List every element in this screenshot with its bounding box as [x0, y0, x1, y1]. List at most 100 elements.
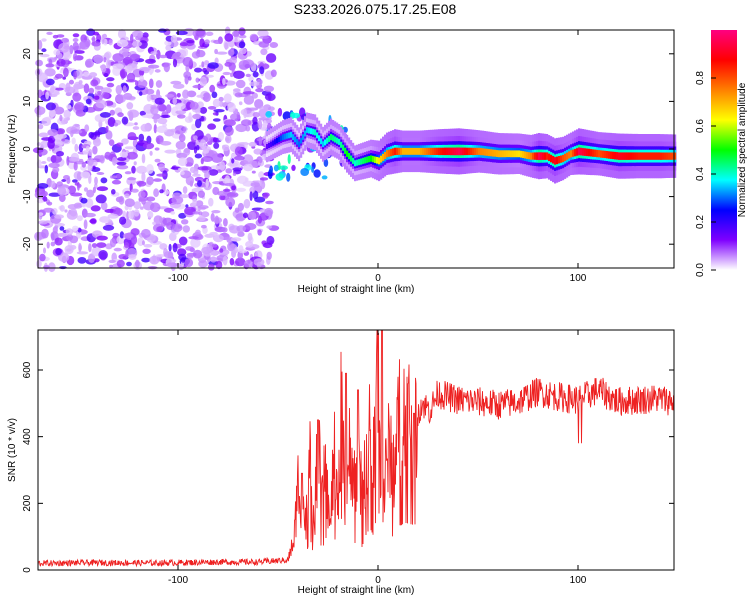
spectrogram-ridge-cell [300, 137, 303, 144]
spectrogram-noise-blob [238, 34, 247, 39]
spectrogram-noise-blob [109, 238, 117, 248]
spectrogram-noise-blob [127, 132, 137, 141]
spectrogram-noise-blob [142, 240, 145, 246]
spectrogram-noise-blob [36, 260, 42, 268]
spectrogram-noise-blob [199, 76, 207, 87]
spectrogram-noise-blob [52, 166, 60, 173]
spectrogram-noise-blob [41, 228, 49, 239]
spectrogram-ridge-cell [558, 156, 561, 164]
spectrogram-ridge-cell [654, 152, 657, 160]
spectrogram-noise-blob [156, 226, 163, 232]
spectrogram-noise-blob [157, 117, 168, 125]
spectrogram-noise-blob [246, 107, 259, 111]
spectrogram-noise-blob [87, 157, 94, 166]
spectrogram-noise-blob [178, 133, 186, 142]
spectrogram-ridge-cell [274, 139, 277, 145]
spectrogram-noise-blob [122, 85, 127, 94]
spectrogram-ridge-cell [356, 159, 359, 166]
spectrogram-ridge-cell [370, 155, 373, 162]
spectrogram-noise-blob [143, 244, 153, 248]
spectrogram-noise-blob [175, 102, 186, 111]
spectrogram-noise-blob [59, 226, 65, 231]
spectrogram-noise-blob [201, 61, 205, 68]
spectrogram-noise-blob [177, 114, 186, 119]
spectrogram-noise-blob [199, 38, 205, 48]
spectrogram-noise-blob [131, 41, 142, 47]
spectrogram-noise-blob [238, 245, 244, 254]
spectrogram-noise-blob [253, 148, 262, 155]
spectrogram-ridge-cell [580, 147, 583, 156]
spectrogram-noise-blob [171, 195, 184, 205]
spectrogram-noise-blob [149, 150, 153, 156]
spectrogram-ridge-cell [318, 135, 321, 142]
spectrogram-noise-blob [72, 92, 82, 102]
spectrogram-noise-blob [177, 157, 188, 167]
spectrogram-noise-blob [209, 84, 216, 93]
spectrogram-noise-blob [34, 106, 46, 115]
spectrogram-ridge-cell [452, 147, 455, 156]
spectrogram-noise-blob [132, 126, 140, 130]
spectrogram-noise-blob [251, 170, 256, 174]
spectrogram-noise-blob [78, 242, 82, 253]
spectrogram-noise-blob [64, 86, 76, 94]
spectrogram-ridge-cell [412, 147, 415, 155]
spectrogram-ridge-cell [620, 152, 623, 160]
spectrogram-noise-blob [178, 212, 187, 219]
spectrogram-ridge-cell [492, 149, 495, 157]
spectrogram-ridge-cell [422, 147, 425, 155]
spectrogram-noise-blob [208, 197, 214, 207]
spectrogram-noise-blob [141, 172, 146, 182]
spectrogram-noise-blob [236, 175, 248, 184]
spectrogram-ridge-cell [598, 150, 601, 158]
spectrogram-noise-blob [136, 165, 148, 174]
spectrogram-noise-blob [212, 234, 224, 243]
spectrogram-noise-blob [57, 186, 67, 196]
spectrogram-ridge-cell [456, 147, 459, 156]
spectrogram-noise-blob [116, 39, 129, 48]
spectrogram-noise-blob [223, 93, 232, 103]
spectrogram-ridge-cell [510, 150, 513, 158]
spectrogram-noise-blob [55, 248, 62, 256]
spectrogram-ridge-cell [578, 147, 581, 156]
spectrogram-ridge-cell [280, 135, 283, 142]
spectrogram-ridge-cell [416, 147, 419, 155]
spectrogram-noise-blob [97, 90, 102, 95]
spectrogram-noise-blob [235, 257, 246, 267]
spectrogram-ridge-cell [402, 147, 405, 155]
spectrogram-ridge-cell [386, 150, 389, 158]
spectrogram-noise-blob [116, 161, 127, 166]
spectrogram-ridge-cell [464, 147, 467, 156]
spectrogram-ridge-cell [392, 148, 395, 156]
spectrogram-noise-blob [37, 183, 49, 189]
spectrogram-noise-blob [72, 53, 78, 62]
spectrogram-noise-blob [191, 123, 197, 131]
spectrogram-noise-blob [248, 141, 257, 147]
spectrogram-noise-blob [137, 32, 142, 38]
spectrogram-ridge-cell [466, 147, 469, 156]
spectrogram-noise-blob [100, 87, 112, 94]
spectrogram-noise-blob [228, 62, 236, 71]
spectrogram-noise-blob [224, 33, 234, 42]
spectrogram-ridge-cell [502, 150, 505, 158]
spectrogram-noise-blob [117, 112, 124, 118]
spectrogram-ridge-cell [636, 152, 639, 160]
spectrogram-ridge-cell [340, 141, 343, 148]
spectrogram-noise-blob [264, 207, 274, 217]
spectrogram-ridge-cell [290, 131, 293, 138]
spectrogram-noise-blob [108, 139, 115, 147]
spectrogram-noise-blob [124, 242, 130, 249]
spectrogram-ridge-cell [520, 150, 523, 158]
spectrogram-noise-blob [136, 181, 147, 187]
spectrogram-noise-blob [111, 179, 122, 185]
spectrogram-noise-blob [211, 91, 218, 99]
spectrogram-noise-blob [141, 257, 151, 263]
spectrogram-noise-blob [236, 187, 247, 192]
spectrogram-noise-blob [45, 78, 55, 86]
spectrogram-noise-blob [47, 201, 53, 206]
spectrogram-noise-blob [96, 242, 107, 249]
spectrogram-ridge-cell [338, 138, 341, 145]
spectrogram-noise-blob [112, 53, 124, 62]
spectrogram-noise-blob [126, 151, 138, 160]
spectrogram-noise-blob [195, 200, 204, 207]
spectrogram-noise-blob [146, 196, 156, 202]
